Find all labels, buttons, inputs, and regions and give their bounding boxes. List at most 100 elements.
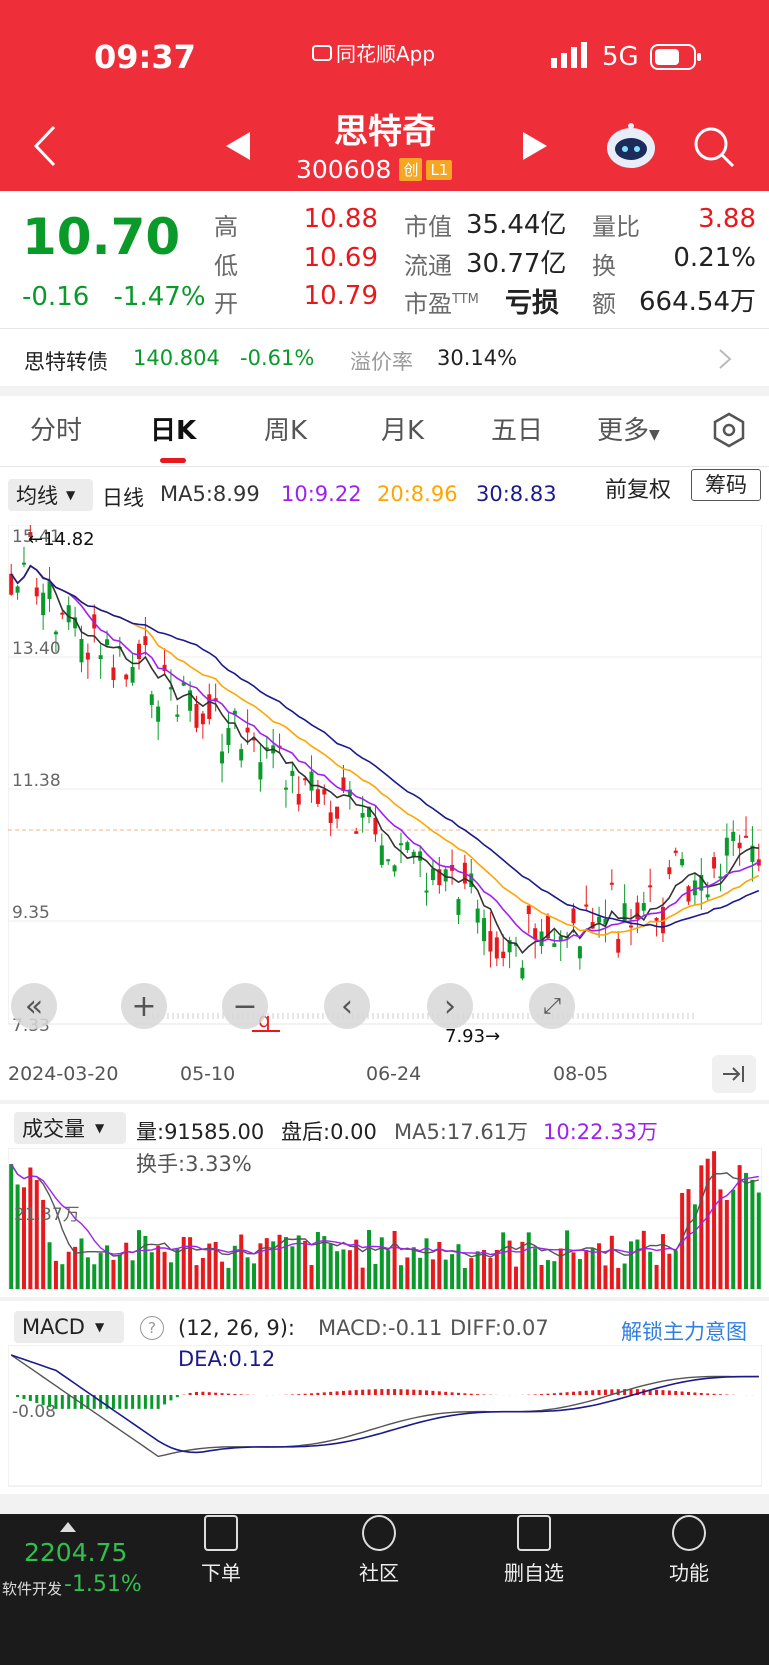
sector-index-value: 2204.75 — [24, 1538, 128, 1567]
candle-body — [9, 573, 14, 595]
candle-body — [232, 710, 237, 715]
candle-body — [482, 918, 487, 942]
volume-bar — [699, 1165, 704, 1289]
candle-body — [309, 771, 314, 791]
volume-bar — [424, 1238, 429, 1289]
zoom-out-all-button[interactable]: « — [11, 983, 57, 1029]
volume-bar — [552, 1261, 557, 1289]
volume-bar — [73, 1246, 78, 1289]
ma10-line — [10, 564, 760, 943]
scroll-left-button[interactable]: ‹ — [324, 983, 370, 1029]
volume-bar — [15, 1184, 20, 1289]
macd-selector[interactable]: MACD ▼ — [14, 1311, 124, 1343]
robot-assistant-icon[interactable] — [606, 122, 656, 170]
volume-bar — [398, 1265, 403, 1289]
volume-bar — [692, 1204, 697, 1289]
tab-monthly-k[interactable]: 月K — [381, 416, 425, 446]
remove-watchlist-button[interactable]: 删自选 — [474, 1515, 594, 1586]
search-icon[interactable] — [693, 126, 735, 168]
volume-bar — [488, 1258, 493, 1289]
candle-body — [654, 917, 659, 921]
functions-button[interactable]: 功能 — [629, 1515, 749, 1586]
tab-more[interactable]: 更多▼ — [597, 416, 660, 446]
volume-bar — [558, 1248, 563, 1289]
sector-index[interactable]: 2204.75 软件开发 -1.51% — [0, 1514, 150, 1604]
volume-bar — [386, 1250, 391, 1289]
candle-body — [712, 857, 717, 869]
fullscreen-button[interactable]: ⤢ — [529, 983, 575, 1029]
candle-body — [488, 931, 493, 952]
candle-body — [520, 967, 525, 979]
candle-body — [111, 667, 116, 681]
candle-body — [545, 915, 550, 939]
latest-jump-button[interactable] — [712, 1055, 756, 1093]
mktcap-label: 市值 — [404, 213, 452, 241]
candle-body — [501, 951, 506, 959]
back-icon[interactable] — [30, 125, 60, 167]
candle-body — [405, 842, 410, 851]
prev-stock-icon[interactable] — [226, 132, 252, 160]
candle-body — [21, 562, 26, 565]
volume-bar — [539, 1264, 544, 1289]
chips-button[interactable]: 筹码 — [691, 469, 761, 501]
candle-body — [168, 687, 173, 690]
tab-five-day[interactable]: 五日 — [491, 416, 544, 446]
volume-selector[interactable]: 成交量 ▼ — [14, 1112, 126, 1144]
bond-row[interactable]: 思特转债 140.804 -0.61% 溢价率 30.14% — [0, 330, 769, 386]
volume-bar — [9, 1164, 14, 1289]
tab-intraday[interactable]: 分时 — [30, 416, 83, 446]
volume-bar — [756, 1192, 761, 1289]
volume-chart[interactable] — [8, 1148, 762, 1290]
candle-body — [629, 925, 634, 928]
active-tab-indicator — [160, 458, 186, 463]
kline-y-tick: 9.35 — [12, 903, 50, 923]
adjust-option[interactable]: 前复权 — [605, 478, 672, 503]
volume-bar — [526, 1232, 531, 1289]
scroll-right-button[interactable]: › — [427, 983, 473, 1029]
tab-weekly-k[interactable]: 周K — [264, 416, 308, 446]
zoom-in-button[interactable]: + — [121, 983, 167, 1029]
help-icon[interactable]: ? — [140, 1316, 164, 1340]
order-button[interactable]: 下单 — [161, 1515, 281, 1586]
chart-frame — [8, 525, 762, 1025]
chart-frame — [8, 1148, 762, 1290]
ma30-value: 30:8.83 — [476, 482, 557, 506]
dropdown-icon: ▼ — [95, 1121, 105, 1135]
candle-body — [718, 876, 723, 879]
candle-body — [162, 664, 167, 671]
unlock-link[interactable]: 解锁主力意图 — [621, 1320, 747, 1344]
macd-chart[interactable] — [8, 1345, 762, 1487]
volume-bar — [60, 1264, 65, 1289]
ma5-line — [10, 564, 759, 955]
volume-bar — [737, 1165, 742, 1289]
community-button[interactable]: 社区 — [319, 1515, 439, 1586]
volume-ma10: 10:22.33万 — [543, 1120, 658, 1144]
volume-bar — [245, 1257, 250, 1289]
zoom-out-button[interactable]: − — [222, 983, 268, 1029]
community-star-icon — [362, 1515, 396, 1551]
volume-bar — [660, 1234, 665, 1289]
stock-title: 思特奇 — [334, 112, 436, 152]
candle-body — [175, 714, 180, 717]
section-gap — [0, 1100, 769, 1104]
candle-body — [360, 813, 365, 818]
status-time: 09:37 — [94, 38, 196, 76]
volume-bar — [635, 1239, 640, 1289]
candle-body — [245, 727, 250, 733]
next-stock-icon[interactable] — [521, 132, 547, 160]
settings-hex-icon[interactable] — [711, 412, 747, 448]
volume-bar — [513, 1266, 518, 1289]
volume-bar — [290, 1246, 295, 1289]
tab-daily-k[interactable]: 日K — [150, 416, 197, 446]
volume-bar — [712, 1151, 717, 1289]
volume-bar — [117, 1254, 122, 1289]
indicator-selector[interactable]: 均线 ▼ — [8, 479, 93, 511]
volume-bar — [105, 1245, 110, 1289]
volume-bar — [494, 1249, 499, 1289]
volume-bar — [360, 1267, 365, 1289]
volume-bar — [347, 1250, 352, 1289]
kline-chart[interactable] — [8, 525, 762, 1025]
candle-body — [398, 843, 403, 846]
bond-name: 思特转债 — [24, 350, 108, 374]
candle-body — [430, 868, 435, 881]
